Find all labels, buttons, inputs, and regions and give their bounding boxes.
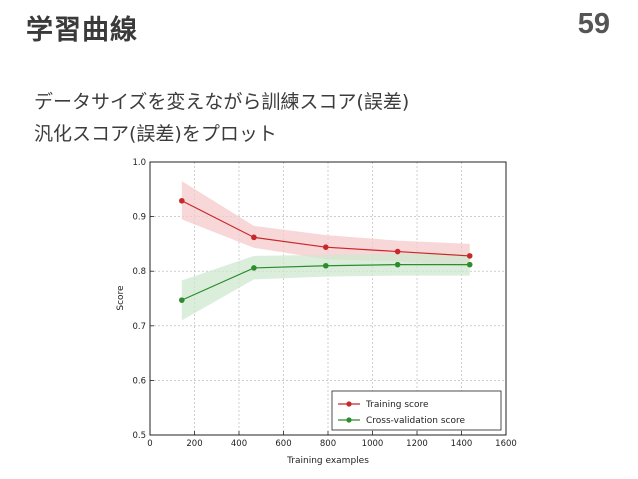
point-validation [251,265,257,271]
legend-label-validation: Cross-validation score [366,416,465,426]
point-training [179,197,185,204]
x-tick-label: 0 [147,439,152,449]
point-validation [394,261,401,268]
x-tick-label: 800 [320,439,336,449]
point-training [251,234,257,241]
point-validation [466,261,473,268]
x-tick-label: 1200 [406,439,428,449]
legend: Training score Cross-validation score [331,390,502,431]
legend-box [331,390,502,431]
x-tick-label: 1400 [451,439,473,449]
x-tick-label: 600 [275,439,291,449]
y-tick-label: 0.6 [132,376,146,386]
chart-svg: 0 200 400 600 800 1000 1200 1400 1600 0.5 0.6 0.7 0.… [116,158,517,466]
body-line-2: 汎化スコア(誤差)をプロット [34,123,277,145]
x-tick-label: 400 [231,439,247,449]
body-line-1: データサイズを変えながら訓練スコア(誤差) [34,91,410,113]
page-number: 59 [577,8,610,40]
x-tick-label: 1000 [362,439,384,449]
y-tick-label: 1.0 [132,158,146,168]
point-validation [322,262,329,269]
point-training [394,248,401,255]
y-tick-label: 0.7 [132,322,146,332]
axis-ticks: 0 200 400 600 800 1000 1200 1400 1600 0.5 0.6 0.7 0.… [132,158,516,449]
point-validation [179,297,185,303]
series-points [179,197,473,303]
slide-title: 学習曲線 [26,15,138,46]
slide-body: データサイズを変えながら訓練スコア(誤差) 汎化スコア(誤差)をプロット [34,86,409,150]
x-axis-label: Training examples [286,456,369,466]
learning-curve-chart: 0 200 400 600 800 1000 1200 1400 1600 0.5 0.6 0.7 0.… [110,152,525,470]
legend-label-training: Training score [365,400,429,410]
point-training [322,244,329,250]
y-tick-label: 0.8 [132,267,146,277]
confidence-bands [181,181,470,321]
y-axis-label: Score [116,285,126,311]
y-tick-label: 0.5 [132,431,146,441]
band-training [181,181,470,267]
point-training [466,253,473,259]
y-tick-label: 0.9 [132,213,146,223]
x-tick-label: 200 [186,439,202,449]
x-tick-label: 1600 [495,439,517,449]
legend-marker-validation [346,417,352,423]
legend-marker-training [346,401,352,407]
